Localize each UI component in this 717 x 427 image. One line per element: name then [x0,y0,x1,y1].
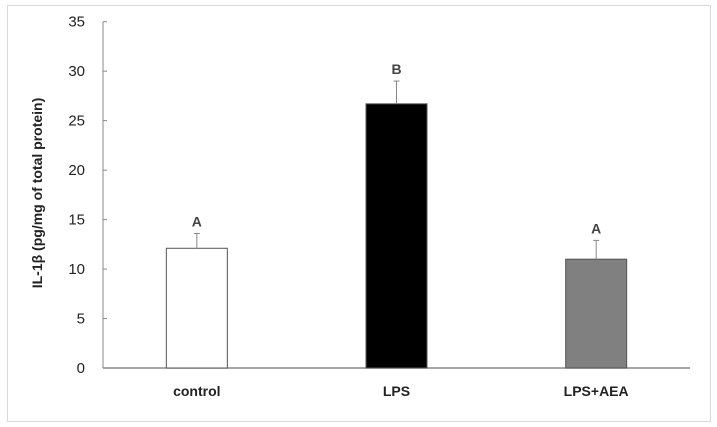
y-tick-label: 30 [68,63,85,80]
y-tick-label: 15 [68,212,85,229]
significance-letter: A [591,220,601,236]
significance-letter: B [391,61,401,77]
y-tick-label: 20 [68,162,85,179]
y-tick-label: 5 [77,311,85,328]
x-tick-label: control [173,383,220,399]
y-tick-label: 0 [77,360,85,377]
x-tick-label: LPS [383,383,410,399]
y-tick-label: 10 [68,261,85,278]
y-tick-label: 25 [68,113,85,130]
bar-lps-aea [565,258,628,369]
y-axis-label: IL-1β (pg/mg of total protein) [29,98,45,289]
bar-control [165,247,228,369]
significance-letter: A [192,213,202,229]
y-tick-label: 35 [68,14,85,31]
x-tick-label: LPS+AEA [564,383,629,399]
bar-lps [365,103,428,369]
